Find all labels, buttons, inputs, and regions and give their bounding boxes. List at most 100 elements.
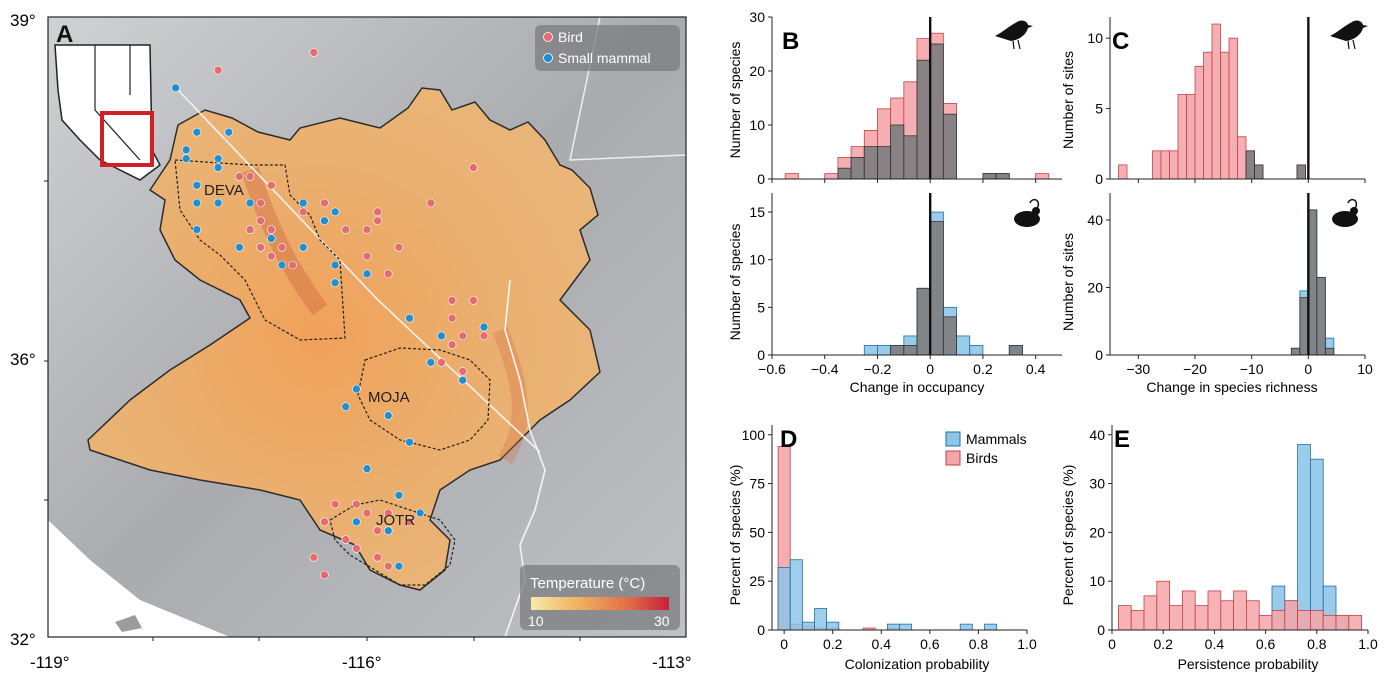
bird-site-point: [256, 216, 265, 226]
island-shape: [115, 615, 142, 632]
mouse-icon: [1014, 211, 1040, 227]
y-tick-label: 100: [742, 427, 766, 443]
x-tick-label: 0: [780, 636, 788, 652]
mammal-site-point: [458, 375, 468, 385]
y-tick-label: 0: [757, 622, 765, 638]
panel-b-birds-histogram: 0 10 20 30: [749, 9, 1062, 187]
mammal-site-point: [437, 331, 446, 341]
histogram-bar: [942, 113, 957, 180]
y-tick-label: 0: [757, 171, 765, 187]
y-tick-label: 10: [749, 252, 765, 268]
histogram-bar: [1310, 610, 1324, 631]
bird-site-point: [266, 180, 276, 190]
y-tick-label: 10: [1089, 573, 1105, 589]
x-tick-label: 0.4: [1026, 361, 1046, 377]
colorbar-title: Temperature (°C): [530, 575, 645, 592]
legend-mammals-swatch: [945, 431, 961, 447]
region-label-moja: MOJA: [368, 389, 410, 406]
temperature-colorbar: Temperature (°C) 10 30: [520, 565, 680, 630]
bird-site-point: [373, 216, 382, 226]
histogram-bar: [1307, 209, 1318, 356]
mammal-site-point: [192, 198, 202, 208]
bird-site-point: [362, 225, 372, 234]
bird-site-point: [458, 331, 468, 341]
histogram-bar: [995, 173, 1010, 180]
histogram-bar: [877, 345, 892, 356]
histogram-bar: [1211, 23, 1221, 180]
panel-b-bottom-ylabel: Number of species: [727, 224, 743, 341]
bird-site-point: [266, 225, 276, 234]
histogram-bar: [1182, 590, 1196, 631]
y-tick-label: 20: [1089, 524, 1105, 540]
mammal-site-point: [298, 198, 308, 208]
panel-c-bottom-ylabel: Number of sites: [1060, 233, 1076, 331]
bird-site-point: [362, 251, 372, 261]
histogram-bar: [1258, 614, 1273, 631]
bird-site-point: [469, 296, 478, 305]
histogram-bar: [886, 623, 900, 631]
bird-site-point: [383, 561, 393, 571]
panel-b-occupancy: 0 10 20 30 0 5 10 15 −0.6 −0.4 −0.2 0 0.2 0.4 B Chan…: [727, 9, 1062, 395]
x-tick-label: 10: [1357, 361, 1373, 377]
mammal-site-point: [266, 234, 276, 243]
map-x-tick-116: -116°: [342, 653, 382, 672]
mammal-site-point: [405, 437, 414, 447]
mammal-site-point: [298, 242, 308, 252]
bird-site-point: [352, 544, 361, 553]
histogram-bar: [1324, 347, 1335, 356]
bird-site-point: [245, 225, 255, 234]
mammal-site-point: [213, 163, 223, 172]
histogram-bar: [1220, 51, 1230, 180]
histogram-bar: [1143, 595, 1158, 631]
x-tick-label: −30: [1126, 361, 1150, 377]
histogram-bar: [916, 59, 931, 180]
bird-site-point: [469, 163, 478, 172]
mammal-site-point: [415, 508, 425, 518]
histogram-bar: [1233, 590, 1247, 631]
bird-site-point: [394, 242, 404, 252]
panel-label-d: D: [780, 426, 797, 453]
panel-c-birds-histogram: 0 5 10: [1087, 17, 1368, 187]
y-tick-label: 30: [1089, 476, 1105, 492]
mammal-site-point: [341, 402, 351, 412]
bird-site-point: [288, 260, 297, 270]
y-tick-label: 10: [749, 117, 765, 133]
x-tick-label: 0.2: [823, 636, 843, 652]
inset-study-area-box: [100, 111, 154, 167]
mammal-site-point: [181, 154, 191, 164]
histogram-bar: [956, 335, 971, 356]
moja-park-outline: [357, 347, 491, 451]
x-tick-label: 1.0: [1017, 636, 1037, 652]
y-tick-label: 5: [757, 299, 765, 315]
mammal-site-point: [383, 411, 393, 420]
histogram-bar: [784, 173, 799, 180]
mammal-site-point: [383, 526, 393, 536]
bird-icon-leg: [1352, 39, 1356, 50]
bird-site-point: [479, 331, 489, 341]
y-tick-label: 40: [1089, 427, 1105, 443]
mammal-site-point: [181, 145, 191, 155]
bird-site-point: [309, 552, 319, 562]
bird-site-point: [213, 65, 223, 75]
histogram-bar: [1220, 600, 1235, 631]
histogram-bar: [1322, 614, 1337, 631]
map-legend: Bird Small mammal: [535, 25, 680, 71]
x-tick-label: 0.4: [1205, 636, 1225, 652]
x-tick-label: 0.6: [1256, 636, 1276, 652]
histogram-bar: [1297, 610, 1311, 631]
bird-site-point: [256, 242, 265, 252]
histogram-bar: [929, 221, 944, 356]
histogram-bar: [1297, 444, 1311, 631]
histogram-bar: [1035, 173, 1050, 180]
histogram-bar: [903, 345, 918, 356]
histogram-bar: [1335, 614, 1350, 631]
bird-site-point: [458, 366, 468, 376]
state-boundary-ca-nv: [177, 89, 541, 453]
histogram-bar: [1246, 600, 1260, 631]
histogram-bar: [824, 173, 839, 180]
ocean-area: [48, 520, 230, 637]
histogram-bar: [826, 621, 840, 631]
bird-icon-leg: [1017, 39, 1021, 50]
histogram-bar: [959, 623, 973, 631]
histogram-bar: [1254, 164, 1264, 180]
